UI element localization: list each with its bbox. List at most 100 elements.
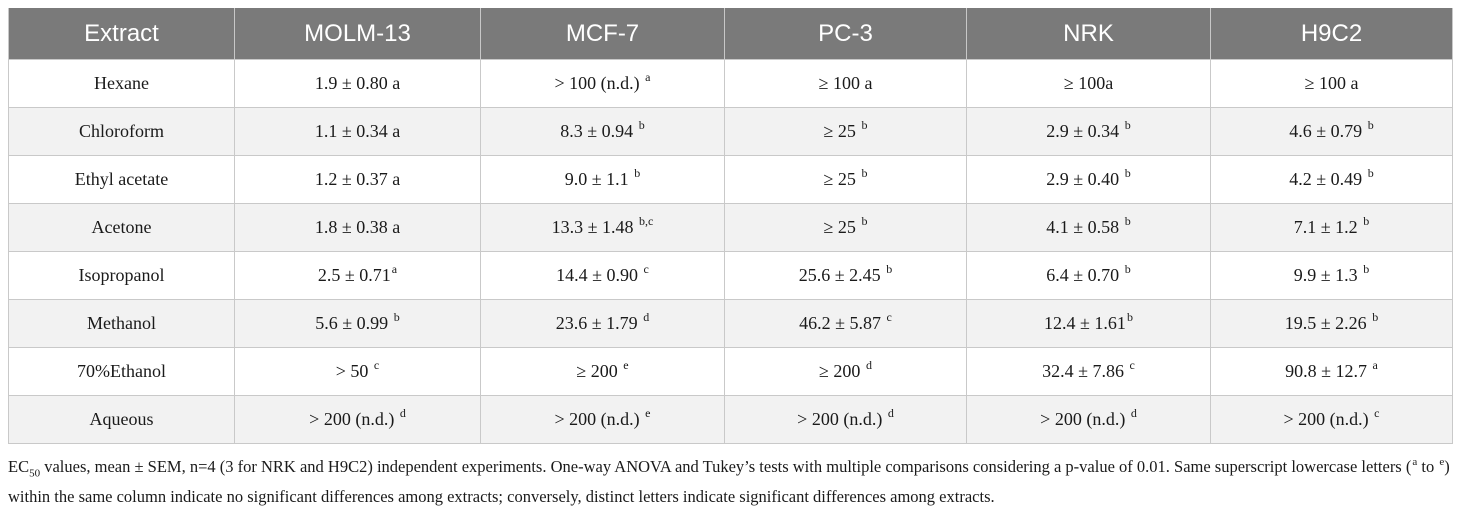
value-text: 2.9 ± 0.40 <box>1046 169 1124 189</box>
significance-superscript: d <box>1130 406 1137 420</box>
significance-superscript: b <box>638 118 645 132</box>
significance-superscript: b <box>886 262 893 276</box>
header-h9c2: H9C2 <box>1210 8 1453 60</box>
table-row: Acetone 1.8 ± 0.38 a 13.3 ± 1.48 b,c ≥ 25 b… <box>8 203 1453 252</box>
extract-name-cell: Acetone <box>8 203 235 252</box>
significance-superscript: b <box>1124 262 1131 276</box>
value-cell: 7.1 ± 1.2 b <box>1210 203 1453 252</box>
table-row: 70%Ethanol > 50 c ≥ 200 e ≥ 200 d 32.4 ± 7.8… <box>8 347 1453 396</box>
significance-superscript: b <box>1367 118 1374 132</box>
value-text: > 200 (n.d.) <box>1283 409 1374 429</box>
header-extract: Extract <box>8 8 235 60</box>
value-text: 6.4 ± 0.70 <box>1046 265 1124 285</box>
value-text: 1.1 ± 0.34 a <box>314 121 401 141</box>
value-cell: 8.3 ± 0.94 b <box>480 107 725 156</box>
extract-name-cell: Isopropanol <box>8 251 235 300</box>
value-text: > 200 (n.d.) <box>554 409 645 429</box>
significance-superscript: d <box>643 310 650 324</box>
table-row: Methanol 5.6 ± 0.99 b 23.6 ± 1.79 d 46.2 ± … <box>8 299 1453 348</box>
value-text: 90.8 ± 12.7 <box>1285 361 1372 381</box>
value-text: > 200 (n.d.) <box>309 409 399 429</box>
value-cell: 14.4 ± 0.90 c <box>480 251 725 300</box>
footnote-text-mid: to <box>1417 457 1439 476</box>
value-text: 5.6 ± 0.99 <box>315 313 393 333</box>
value-cell: > 50 c <box>234 347 481 396</box>
value-cell: 2.5 ± 0.71a <box>234 251 481 300</box>
value-cell: 23.6 ± 1.79 d <box>480 299 725 348</box>
significance-superscript: b <box>634 166 641 180</box>
significance-superscript: b,c <box>639 214 654 228</box>
value-cell: 1.9 ± 0.80 a <box>234 59 481 108</box>
value-text: 23.6 ± 1.79 <box>555 313 643 333</box>
value-text: 7.1 ± 1.2 <box>1293 217 1363 237</box>
table-row: Chloroform 1.1 ± 0.34 a 8.3 ± 0.94 b ≥ 25 b… <box>8 107 1453 156</box>
value-text: 2.5 ± 0.71 <box>317 265 391 285</box>
footnote-ec-subscript: 50 <box>29 467 41 480</box>
value-cell: 2.9 ± 0.34 b <box>966 107 1211 156</box>
value-text: 9.0 ± 1.1 <box>564 169 634 189</box>
significance-superscript: c <box>1374 406 1380 420</box>
table-row: Hexane 1.9 ± 0.80 a > 100 (n.d.) a ≥ 100 a ≥… <box>8 59 1453 108</box>
footnote-ec: EC <box>8 457 30 476</box>
table-row: Ethyl acetate 1.2 ± 0.37 a 9.0 ± 1.1 b ≥ 25… <box>8 155 1453 204</box>
extract-name-cell: Chloroform <box>8 107 235 156</box>
significance-superscript: c <box>643 262 649 276</box>
value-text: > 200 (n.d.) <box>1040 409 1130 429</box>
value-text: 8.3 ± 0.94 <box>560 121 638 141</box>
value-cell: 5.6 ± 0.99 b <box>234 299 481 348</box>
value-text: 4.2 ± 0.49 <box>1289 169 1367 189</box>
value-text: 1.2 ± 0.37 a <box>314 169 401 189</box>
value-cell: 19.5 ± 2.26 b <box>1210 299 1453 348</box>
value-text: 9.9 ± 1.3 <box>1293 265 1363 285</box>
value-cell: ≥ 100 a <box>1210 59 1453 108</box>
extract-name-cell: Hexane <box>8 59 235 108</box>
value-cell: 4.2 ± 0.49 b <box>1210 155 1453 204</box>
value-text: 13.3 ± 1.48 <box>551 217 639 237</box>
significance-superscript: b <box>1372 310 1379 324</box>
significance-superscript: d <box>399 406 406 420</box>
value-text: 19.5 ± 2.26 <box>1284 313 1372 333</box>
header-molm-13: MOLM-13 <box>234 8 481 60</box>
table-row: Isopropanol 2.5 ± 0.71a 14.4 ± 0.90 c 25.6 … <box>8 251 1453 300</box>
significance-superscript: a <box>391 262 398 276</box>
value-cell: > 200 (n.d.) d <box>966 395 1211 444</box>
value-text: > 50 <box>335 361 373 381</box>
header-row: Extract MOLM-13 MCF-7 PC-3 NRK H9C2 <box>8 8 1453 60</box>
value-text: 4.1 ± 0.58 <box>1046 217 1124 237</box>
significance-superscript: b <box>861 118 868 132</box>
significance-superscript: b <box>861 166 868 180</box>
extract-name-cell: Aqueous <box>8 395 235 444</box>
significance-superscript: a <box>1372 358 1378 372</box>
footnote-sup-a: a <box>1412 455 1418 468</box>
value-text: ≥ 200 <box>576 361 623 381</box>
significance-superscript: b <box>393 310 400 324</box>
value-cell: 32.4 ± 7.86 c <box>966 347 1211 396</box>
value-text: ≥ 25 <box>823 217 861 237</box>
value-cell: ≥ 25 b <box>724 203 967 252</box>
value-cell: 2.9 ± 0.40 b <box>966 155 1211 204</box>
significance-superscript: b <box>1124 118 1131 132</box>
value-cell: 1.1 ± 0.34 a <box>234 107 481 156</box>
value-text: ≥ 200 <box>819 361 865 381</box>
value-cell: > 200 (n.d.) d <box>234 395 481 444</box>
value-cell: 6.4 ± 0.70 b <box>966 251 1211 300</box>
value-text: ≥ 100 a <box>1304 73 1359 93</box>
value-cell: 4.1 ± 0.58 b <box>966 203 1211 252</box>
value-cell: 9.0 ± 1.1 b <box>480 155 725 204</box>
value-text: 32.4 ± 7.86 <box>1042 361 1129 381</box>
value-cell: > 200 (n.d.) d <box>724 395 967 444</box>
value-cell: ≥ 25 b <box>724 107 967 156</box>
ec50-table: Extract MOLM-13 MCF-7 PC-3 NRK H9C2 Hexa… <box>8 8 1453 444</box>
value-text: 2.9 ± 0.34 <box>1046 121 1124 141</box>
value-cell: ≥ 100a <box>966 59 1211 108</box>
value-cell: ≥ 200 d <box>724 347 967 396</box>
value-text: 1.9 ± 0.80 a <box>314 73 401 93</box>
value-text: > 200 (n.d.) <box>797 409 887 429</box>
value-cell: 1.8 ± 0.38 a <box>234 203 481 252</box>
value-cell: 90.8 ± 12.7 a <box>1210 347 1453 396</box>
footnote-sup-e: e <box>1439 455 1445 468</box>
table-body: Hexane 1.9 ± 0.80 a > 100 (n.d.) a ≥ 100 a ≥… <box>8 59 1453 444</box>
value-text: 4.6 ± 0.79 <box>1289 121 1367 141</box>
footnote-text-2: ) within the same column indicate no sig… <box>8 457 1450 507</box>
significance-superscript: e <box>645 406 651 420</box>
